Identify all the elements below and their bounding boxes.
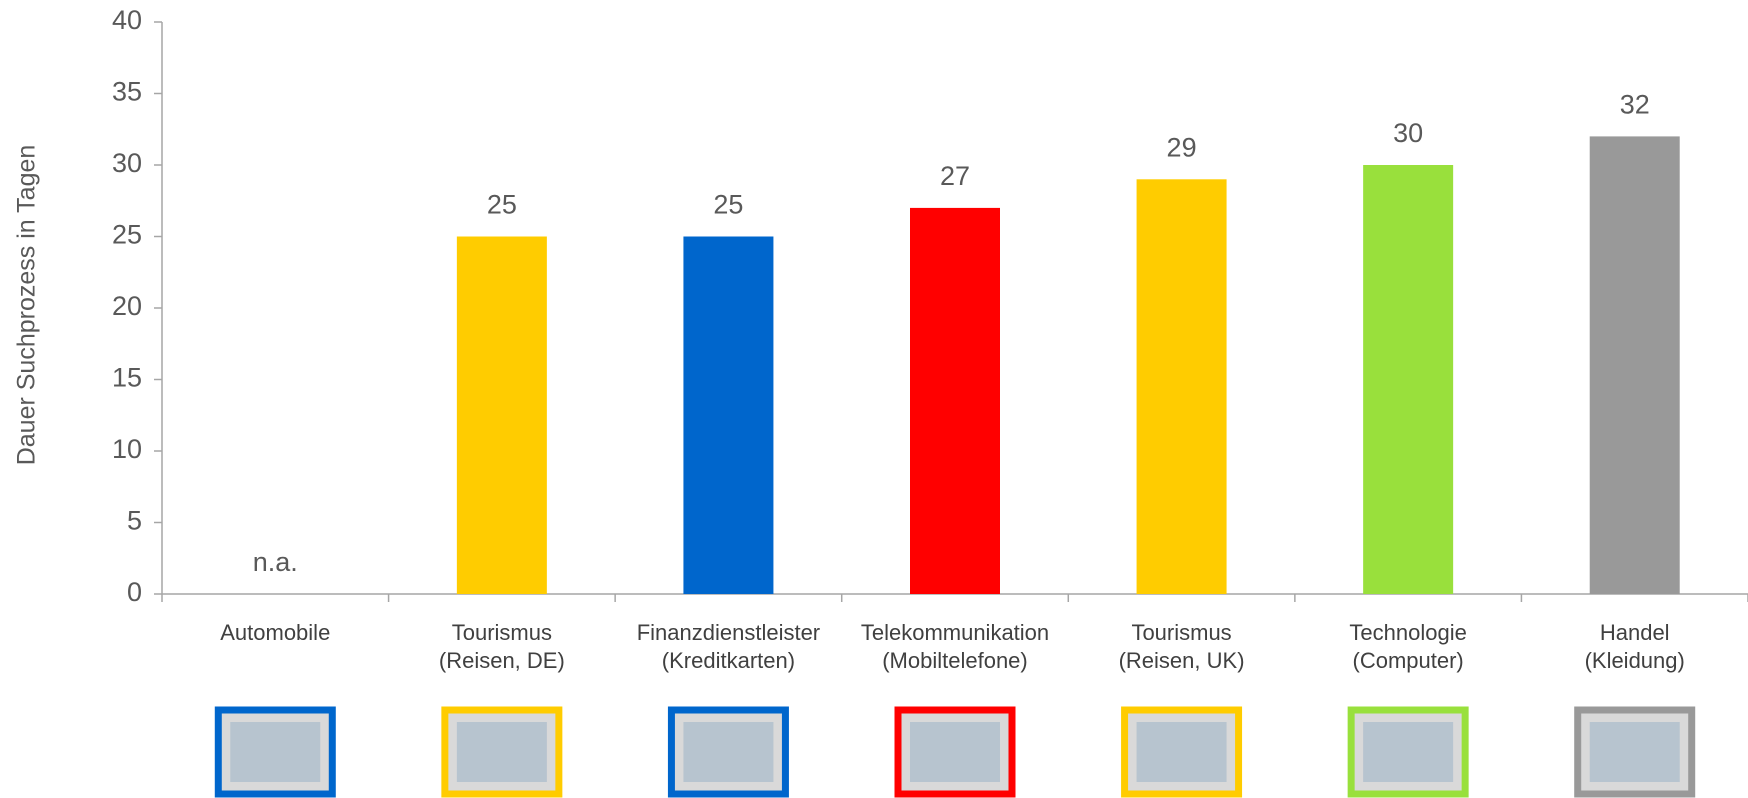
- x-tick-label: Tourismus (Reisen, UK): [1069, 619, 1295, 675]
- bar: [1590, 136, 1680, 594]
- y-tick-label: 40: [112, 5, 142, 35]
- icon-picture: [683, 722, 773, 782]
- chart: Dauer Suchprozess in Tagen 0 5 10 15 20 25 30 3…: [0, 0, 1748, 798]
- y-tick-label: 0: [127, 577, 142, 607]
- bar: [1137, 179, 1227, 594]
- y-tick-label: 5: [127, 506, 142, 536]
- y-tick-label: 15: [112, 363, 142, 393]
- value-label: n.a.: [253, 547, 298, 577]
- value-label: 25: [487, 190, 517, 220]
- icon-picture: [1137, 722, 1227, 782]
- y-tick-label: 30: [112, 148, 142, 178]
- icon-picture: [457, 722, 547, 782]
- x-tick-label: Automobile: [162, 619, 388, 647]
- icon-picture: [230, 722, 320, 782]
- x-tick-label: Tourismus (Reisen, DE): [389, 619, 615, 675]
- x-tick-label: Telekommunikation (Mobiltelefone): [842, 619, 1068, 675]
- y-tick-label: 25: [112, 220, 142, 250]
- y-axis-label: Dauer Suchprozess in Tagen: [13, 145, 41, 466]
- value-label: 27: [940, 161, 970, 191]
- x-tick-label: Finanzdienstleister (Kreditkarten): [615, 619, 841, 675]
- icon-picture: [1590, 722, 1680, 782]
- value-label: 29: [1167, 132, 1197, 162]
- icon-picture: [1363, 722, 1453, 782]
- y-tick-label: 35: [112, 77, 142, 107]
- bar: [910, 208, 1000, 594]
- y-tick-label: 20: [112, 291, 142, 321]
- x-tick-label: Handel (Kleidung): [1522, 619, 1748, 675]
- value-label: 25: [713, 190, 743, 220]
- bar: [457, 237, 547, 595]
- value-label: 30: [1393, 118, 1423, 148]
- bar: [1363, 165, 1453, 594]
- icon-picture: [910, 722, 1000, 782]
- x-tick-label: Technologie (Computer): [1295, 619, 1521, 675]
- value-label: 32: [1620, 90, 1650, 120]
- y-tick-label: 10: [112, 434, 142, 464]
- bar: [683, 237, 773, 595]
- chart-page: Dauer Suchprozess in Tagen 0 5 10 15 20 25 30 3…: [0, 0, 1748, 798]
